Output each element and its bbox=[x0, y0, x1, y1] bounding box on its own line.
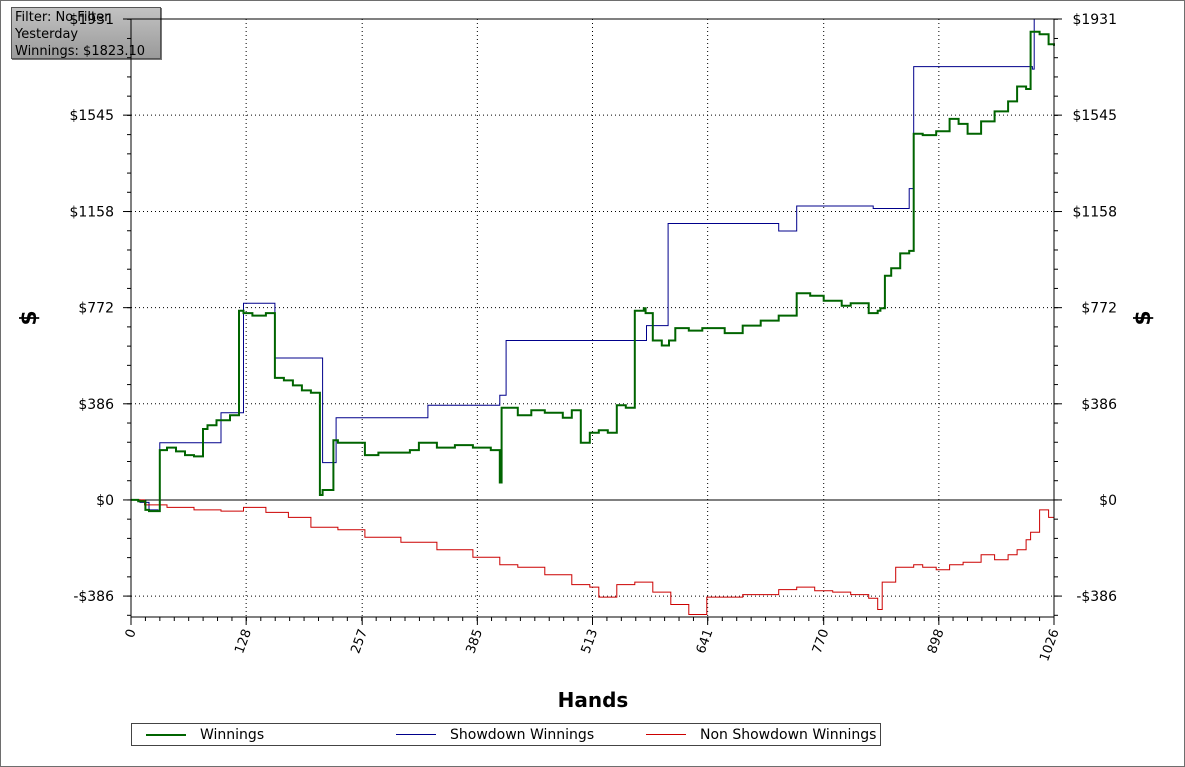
x-tick-label: 128 bbox=[232, 627, 255, 655]
legend-swatch-winnings bbox=[146, 733, 186, 736]
y-tick-label-left: $1931 bbox=[69, 12, 114, 28]
x-tick-label: 770 bbox=[810, 627, 833, 655]
legend-swatch-non-showdown bbox=[646, 734, 686, 735]
legend-label-showdown: Showdown Winnings bbox=[450, 726, 595, 743]
legend: Winnings Showdown Winnings Non Showdown … bbox=[131, 723, 881, 746]
grid bbox=[131, 19, 1054, 617]
filter-info-box: Filter: No Filter Yesterday Winnings: $1… bbox=[11, 7, 161, 59]
x-tick-label: 513 bbox=[579, 627, 602, 655]
x-tick-label: 641 bbox=[694, 627, 717, 655]
axis-labels: Hands $ $ bbox=[17, 310, 1156, 712]
winnings-total-label: Winnings: $1823.10 bbox=[15, 44, 146, 59]
y-tick-label-right: $772 bbox=[1081, 301, 1117, 317]
x-tick-label: 385 bbox=[464, 627, 487, 655]
x-tick-label: 898 bbox=[925, 627, 948, 655]
showdown-winnings-line bbox=[131, 18, 1054, 512]
y-tick-label-right: $1545 bbox=[1072, 108, 1117, 124]
winnings-line bbox=[131, 30, 1055, 513]
non-showdown-winnings-line bbox=[131, 499, 1055, 615]
y-tick-label-right: $0 bbox=[1099, 493, 1117, 509]
filter-label: Filter: No Filter bbox=[15, 10, 110, 25]
legend-label-winnings: Winnings bbox=[200, 726, 265, 743]
x-tick-label: 1026 bbox=[1037, 627, 1062, 663]
y-tick-label-right: $386 bbox=[1081, 397, 1117, 413]
legend-item-showdown: Showdown Winnings bbox=[396, 724, 594, 745]
period-label: Yesterday bbox=[15, 27, 79, 42]
y-tick-label-left: $772 bbox=[78, 301, 114, 317]
plot-area bbox=[130, 18, 1055, 618]
y-axis-title-right: $ bbox=[1131, 310, 1156, 325]
y-tick-label-left: $1158 bbox=[69, 205, 114, 221]
legend-label-non-showdown: Non Showdown Winnings bbox=[700, 726, 877, 743]
y-tick-label-right: -$386 bbox=[1076, 589, 1117, 605]
y-tick-label-left: $1545 bbox=[69, 108, 114, 124]
x-axis-title: Hands bbox=[558, 688, 629, 712]
y-tick-label-left: -$386 bbox=[73, 589, 114, 605]
y-tick-label-left: $0 bbox=[96, 493, 114, 509]
series-lines bbox=[131, 18, 1055, 615]
legend-swatch-showdown bbox=[396, 734, 436, 735]
axis-ticks: 0 128 257 385 513 641 770 898 1026 -$386 -$386 $0 $0… bbox=[69, 12, 1117, 663]
x-tick-label: 257 bbox=[348, 627, 371, 655]
y-tick-label-left: $386 bbox=[78, 397, 114, 413]
legend-item-non-showdown: Non Showdown Winnings bbox=[646, 724, 876, 745]
y-axis-title-left: $ bbox=[17, 310, 42, 325]
y-tick-label-right: $1158 bbox=[1072, 205, 1117, 221]
legend-item-winnings: Winnings bbox=[146, 724, 264, 745]
x-tick-label: 0 bbox=[123, 627, 140, 640]
y-tick-label-right: $1931 bbox=[1072, 12, 1117, 28]
